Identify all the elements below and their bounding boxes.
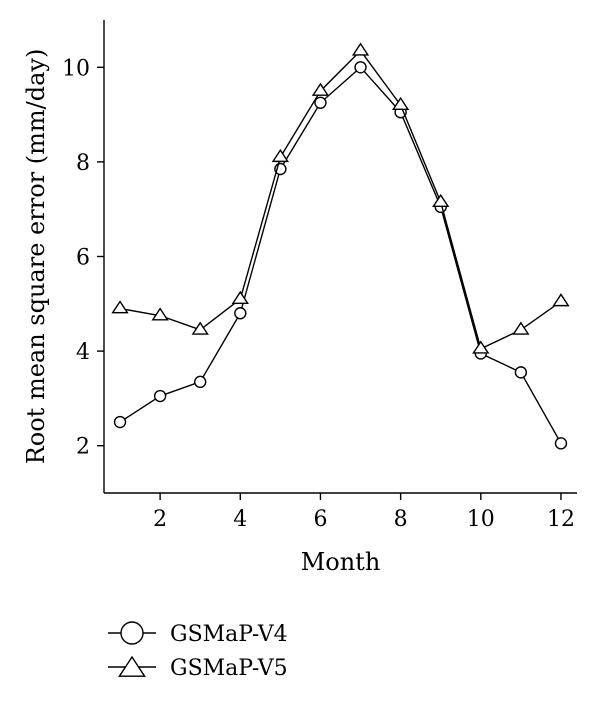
y-tick-label: 4 (76, 340, 90, 365)
y-tick-label: 10 (62, 56, 90, 81)
data-point (311, 82, 330, 96)
data-point (391, 96, 410, 111)
data-point (234, 307, 247, 320)
y-tick-label: 2 (76, 435, 90, 460)
legend-item: GSMaP-V5 (108, 655, 288, 681)
series-gsmap-v5 (111, 42, 570, 354)
legend-circle-icon (120, 621, 144, 645)
x-tick-label: 2 (153, 507, 167, 532)
data-point (472, 340, 490, 354)
x-tick-label: 8 (394, 507, 408, 532)
data-point (113, 415, 127, 429)
data-point (514, 366, 528, 379)
series-line (119, 49, 562, 350)
x-axis-label: Month (301, 548, 381, 576)
data-point (554, 437, 568, 450)
y-tick-label: 8 (76, 151, 90, 176)
data-point (271, 148, 290, 163)
data-point (432, 193, 450, 208)
legend: GSMaP-V4 GSMaP-V5 (108, 621, 288, 681)
data-point (191, 321, 209, 335)
series-layer (111, 42, 570, 450)
axes-layer: 2 4 6 8 10 12 2 4 6 8 10 Month Root mean square erro… (22, 20, 577, 576)
x-tick-label: 4 (233, 507, 247, 532)
legend-item: GSMaP-V4 (108, 621, 288, 647)
data-point (552, 293, 570, 307)
data-point (351, 42, 370, 56)
data-point (512, 321, 530, 335)
x-tick-label: 6 (313, 507, 327, 532)
x-tick-label: 10 (467, 507, 495, 532)
data-point (354, 61, 367, 74)
data-point (194, 375, 207, 389)
x-tick-label: 12 (547, 507, 575, 532)
data-point (111, 300, 129, 314)
legend-label: GSMaP-V4 (170, 622, 288, 647)
y-tick-label: 6 (76, 246, 90, 271)
data-point (151, 307, 169, 321)
series-gsmap-v4 (113, 61, 568, 450)
series-line (119, 66, 562, 444)
legend-label: GSMaP-V5 (170, 656, 288, 681)
y-axis-label: Root mean square error (mm/day) (22, 49, 50, 465)
legend-triangle-icon (118, 655, 146, 677)
data-point (314, 96, 327, 109)
data-point (153, 389, 167, 403)
data-point (231, 290, 249, 304)
